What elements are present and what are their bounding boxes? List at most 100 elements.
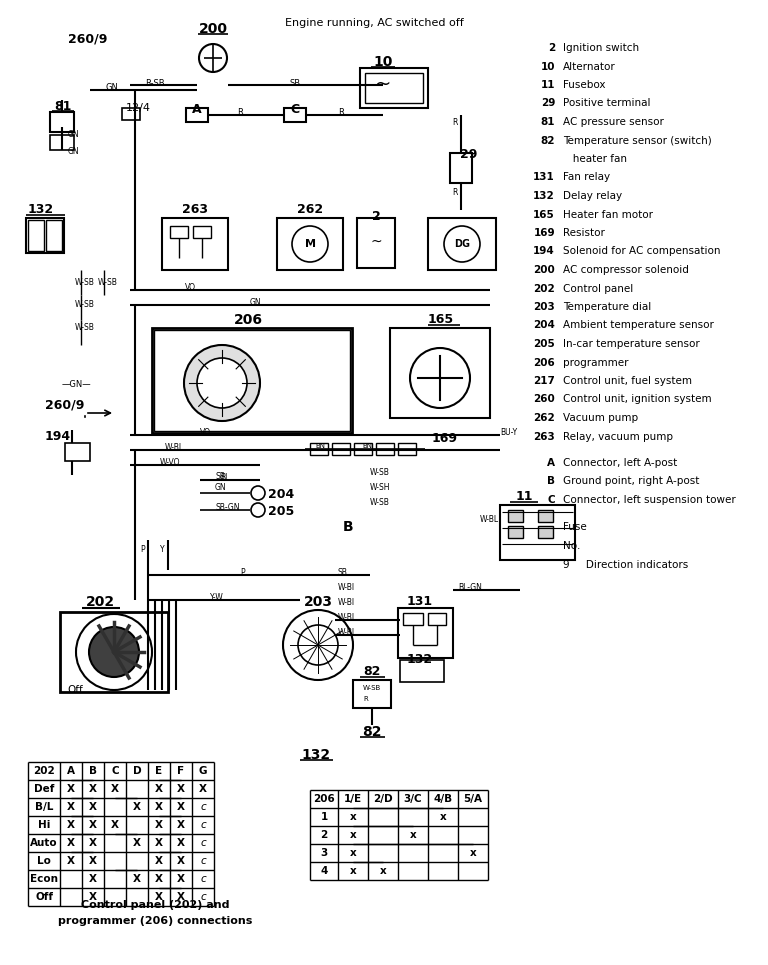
Text: SB-GN: SB-GN [215, 503, 240, 512]
Text: W-BI: W-BI [338, 598, 355, 607]
Bar [390, 328, 490, 418]
Text: Control panel (202) and: Control panel (202) and [81, 900, 230, 910]
Text: 169: 169 [533, 228, 555, 238]
Text: 81: 81 [54, 100, 71, 113]
Text: 82: 82 [541, 135, 555, 146]
Text: 205: 205 [533, 339, 555, 349]
Text: Y: Y [160, 545, 164, 554]
Text: W-SH: W-SH [370, 483, 390, 492]
Text: X: X [177, 892, 185, 902]
Text: GN: GN [215, 483, 227, 492]
Bar [46, 220, 62, 251]
Text: 165: 165 [428, 313, 454, 326]
Text: X: X [89, 820, 97, 830]
Bar [122, 108, 140, 120]
Text: Fuse: Fuse [563, 522, 587, 533]
Text: x: x [349, 848, 356, 858]
Text: X: X [177, 820, 185, 830]
Text: 10: 10 [541, 62, 555, 71]
Bar [508, 526, 523, 538]
Bar [28, 220, 44, 251]
Bar [50, 135, 74, 150]
Circle shape [76, 614, 152, 690]
Text: VO: VO [200, 428, 211, 437]
Bar [353, 680, 391, 708]
Text: 2/D: 2/D [373, 794, 392, 804]
Text: 82: 82 [362, 725, 382, 739]
Text: 263: 263 [533, 431, 555, 442]
Text: R-SB: R-SB [145, 79, 164, 88]
Circle shape [199, 44, 227, 72]
Text: X: X [67, 838, 75, 848]
Text: 82: 82 [363, 665, 381, 678]
Text: GN: GN [105, 83, 118, 92]
Text: Off: Off [35, 892, 53, 902]
Text: X: X [133, 874, 141, 884]
Bar [152, 328, 352, 433]
Text: X: X [67, 820, 75, 830]
Text: x: x [439, 812, 446, 822]
Bar [60, 612, 168, 692]
Circle shape [89, 627, 139, 677]
Text: A: A [192, 103, 202, 116]
Text: VO: VO [185, 283, 196, 292]
Text: BL-GN: BL-GN [458, 583, 482, 592]
Text: M: M [304, 239, 316, 249]
Text: Engine running, AC switched off: Engine running, AC switched off [285, 18, 464, 28]
Bar [403, 613, 423, 625]
Text: 4: 4 [320, 866, 328, 876]
Bar [538, 510, 553, 522]
Text: 132: 132 [28, 203, 54, 216]
Text: X: X [177, 802, 185, 812]
Text: 203: 203 [533, 302, 555, 312]
Text: 202: 202 [33, 766, 55, 776]
Text: Def: Def [34, 784, 55, 794]
Text: W-SB: W-SB [370, 468, 390, 477]
Text: C: C [111, 766, 119, 776]
Text: c: c [200, 802, 206, 812]
Text: 169: 169 [432, 432, 458, 445]
Text: 81: 81 [541, 117, 555, 127]
Text: X: X [67, 802, 75, 812]
Text: X: X [155, 802, 163, 812]
Text: X: X [89, 856, 97, 866]
Text: c: c [200, 874, 206, 884]
Text: programmer (206) connections: programmer (206) connections [58, 916, 252, 926]
Bar [428, 613, 446, 625]
Text: E: E [155, 766, 163, 776]
Text: 262: 262 [533, 413, 555, 423]
Bar [398, 608, 453, 658]
Text: 200: 200 [198, 22, 227, 36]
Text: Fusebox: Fusebox [563, 80, 605, 90]
Text: 131: 131 [533, 173, 555, 182]
Text: X: X [111, 820, 119, 830]
Text: X: X [89, 892, 97, 902]
Text: 205: 205 [268, 505, 294, 518]
Circle shape [251, 503, 265, 517]
Bar [360, 68, 428, 108]
Text: X: X [199, 784, 207, 794]
Text: Connector, left A-post: Connector, left A-post [563, 458, 677, 468]
Text: 194: 194 [533, 246, 555, 257]
Text: 204: 204 [268, 488, 294, 501]
Text: W-SB: W-SB [75, 323, 95, 332]
Text: 165: 165 [533, 209, 555, 219]
Bar [508, 510, 523, 522]
Text: W-SB: W-SB [75, 300, 95, 309]
Text: No.: No. [563, 541, 581, 551]
Text: X: X [155, 784, 163, 794]
Text: W-BL: W-BL [338, 613, 357, 622]
Text: x: x [349, 830, 356, 840]
Text: X: X [111, 784, 119, 794]
Circle shape [184, 345, 260, 421]
Text: X: X [155, 838, 163, 848]
Text: Solenoid for AC compensation: Solenoid for AC compensation [563, 246, 720, 257]
Text: 206: 206 [313, 794, 335, 804]
Text: Econ: Econ [30, 874, 58, 884]
Bar [400, 660, 444, 682]
Text: Heater fan motor: Heater fan motor [563, 209, 653, 219]
Text: 131: 131 [407, 595, 433, 608]
Text: X: X [155, 874, 163, 884]
Text: 206: 206 [533, 357, 555, 368]
Text: W-BL: W-BL [338, 628, 357, 637]
